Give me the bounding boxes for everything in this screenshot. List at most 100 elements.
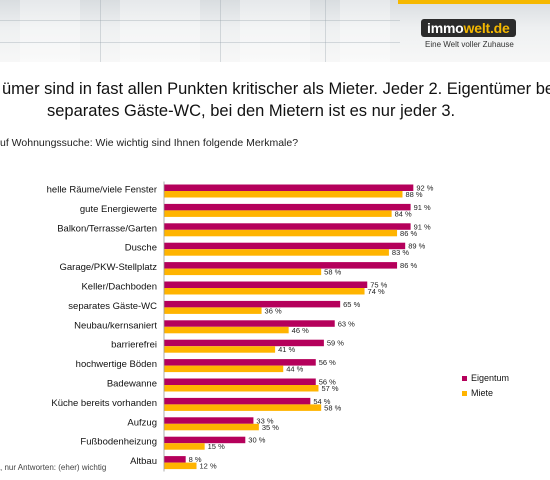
logo-text-part2: welt.de	[463, 20, 510, 36]
banner-window-frame	[0, 42, 400, 43]
banner-window-pane	[340, 0, 390, 62]
bar-miete	[164, 288, 365, 295]
data-label-eigentum: 92 %	[416, 184, 433, 193]
category-label: Fußbodenheizung	[80, 437, 157, 448]
data-label-miete: 88 %	[405, 190, 422, 199]
header-banner: immowelt.de Eine Welt voller Zuhause	[0, 0, 550, 62]
banner-window-frame	[220, 0, 221, 62]
category-label: Balkon/Terrasse/Garten	[57, 223, 157, 234]
bar-miete	[164, 307, 262, 314]
data-label-eigentum: 56 %	[319, 358, 336, 367]
data-label-miete: 46 %	[292, 326, 309, 335]
bar-eigentum	[164, 378, 316, 385]
legend-label-eigentum: Eigentum	[471, 373, 509, 383]
bar-eigentum	[164, 339, 324, 347]
bar-miete	[164, 404, 322, 411]
data-label-miete: 41 %	[278, 345, 295, 354]
bar-eigentum	[164, 397, 311, 405]
data-label-miete: 36 %	[265, 306, 282, 315]
bar-eigentum	[164, 203, 411, 211]
bar-eigentum	[164, 359, 316, 366]
headline: ümer sind in fast allen Punkten kritisch…	[0, 78, 550, 124]
category-label: Garage/PKW-Stellplatz	[59, 262, 157, 273]
data-label-eigentum: 56 %	[319, 378, 336, 387]
survey-question: uf Wohnungssuche: Wie wichtig sind Ihnen…	[0, 137, 299, 149]
bar-eigentum	[164, 281, 368, 288]
headline-line-2: separates Gäste-WC, bei den Mietern ist …	[47, 102, 456, 120]
category-label: separates Gäste-WC	[68, 301, 157, 312]
data-label-eigentum: 33 %	[256, 416, 273, 425]
data-label-eigentum: 8 %	[189, 455, 202, 464]
brand-logo: immowelt.de	[421, 19, 516, 37]
bar-eigentum	[164, 456, 186, 463]
data-label-miete: 57 %	[321, 384, 338, 393]
data-label-miete: 15 %	[208, 442, 225, 451]
data-label-eigentum: 89 %	[408, 242, 425, 251]
legend-swatch-miete	[462, 391, 467, 396]
bar-eigentum	[164, 242, 406, 250]
category-label: barrierefrei	[111, 340, 157, 351]
category-label: Neubau/kernsaniert	[74, 320, 157, 331]
banner-window-frame	[0, 20, 400, 21]
bar-eigentum	[164, 184, 414, 191]
bar-eigentum	[164, 320, 335, 327]
bar-miete	[164, 210, 392, 217]
banner-window-frame	[100, 0, 101, 62]
bar-eigentum	[164, 436, 246, 444]
banner-window-pane	[20, 0, 80, 62]
data-label-miete: 44 %	[286, 365, 303, 374]
data-label-eigentum: 75 %	[370, 281, 387, 290]
bar-miete	[164, 191, 403, 198]
category-label: Küche bereits vorhanden	[51, 398, 157, 409]
data-label-eigentum: 91 %	[414, 203, 431, 212]
data-label-miete: 58 %	[324, 268, 341, 277]
category-label: Dusche	[125, 243, 157, 254]
bar-miete	[164, 462, 197, 470]
bar-miete	[164, 249, 389, 256]
data-label-miete: 12 %	[200, 462, 217, 471]
category-label: hochwertige Böden	[76, 359, 157, 370]
brand-tagline: Eine Welt voller Zuhause	[425, 40, 514, 49]
headline-line-1: ümer sind in fast allen Punkten kritisch…	[2, 80, 550, 98]
legend-label-miete: Miete	[471, 388, 493, 398]
data-label-miete: 86 %	[400, 229, 417, 238]
data-label-eigentum: 65 %	[343, 300, 360, 309]
bar-miete	[164, 346, 276, 353]
data-label-miete: 83 %	[392, 248, 409, 257]
logo-accent-bar	[398, 0, 550, 4]
bar-miete	[164, 443, 205, 450]
bar-miete	[164, 268, 322, 276]
bar-eigentum	[164, 223, 411, 230]
data-label-eigentum: 63 %	[338, 319, 355, 328]
bar-miete	[164, 229, 398, 237]
data-label-eigentum: 91 %	[414, 222, 431, 231]
bar-miete	[164, 385, 319, 392]
bar-miete	[164, 365, 284, 373]
data-label-eigentum: 86 %	[400, 261, 417, 270]
data-label-miete: 58 %	[324, 403, 341, 412]
bar-eigentum	[164, 300, 341, 308]
data-label-eigentum: 59 %	[327, 339, 344, 348]
category-label: Altbau	[130, 456, 157, 467]
category-label: helle Räume/viele Fenster	[47, 185, 157, 196]
logo-text-part1: immo	[427, 20, 464, 36]
bar-miete	[164, 326, 289, 334]
data-label-miete: 84 %	[395, 209, 412, 218]
bar-eigentum	[164, 262, 398, 269]
data-label-eigentum: 54 %	[313, 397, 330, 406]
category-label: gute Energiewerte	[80, 204, 157, 215]
data-label-miete: 74 %	[368, 287, 385, 296]
category-label: Keller/Dachboden	[81, 282, 157, 293]
banner-window-pane	[240, 0, 310, 62]
footnote: , nur Antworten: (eher) wichtig	[0, 463, 107, 472]
category-label: Badewanne	[107, 379, 157, 390]
banner-window-pane	[120, 0, 200, 62]
bar-miete	[164, 423, 259, 431]
legend-swatch-eigentum	[462, 376, 467, 381]
category-label: Aufzug	[127, 417, 157, 428]
data-label-miete: 35 %	[262, 423, 279, 432]
bar-eigentum	[164, 417, 254, 424]
banner-window-frame	[325, 0, 326, 62]
data-label-eigentum: 30 %	[248, 436, 265, 445]
